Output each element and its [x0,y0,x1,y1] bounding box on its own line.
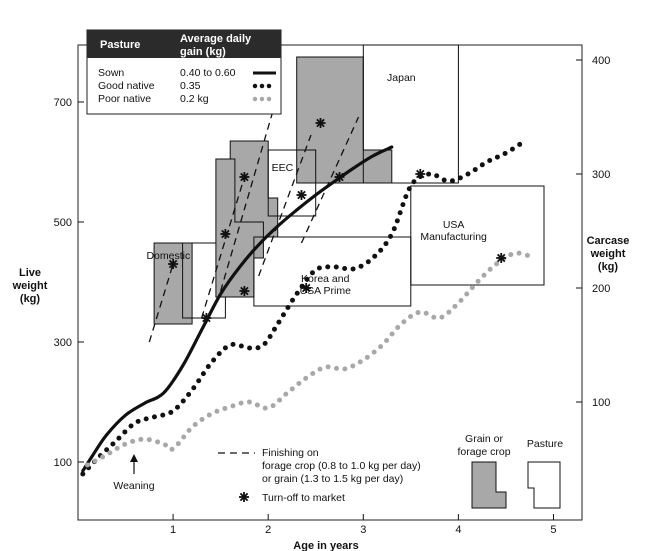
turnoff-markers [168,118,507,323]
y-right-tick-label-400: 400 [592,55,610,67]
y-left-title-line2: weight [12,280,48,292]
market-box-1 [362,44,459,184]
legend-header-bg [87,30,281,58]
x-tick-label-1: 1 [170,524,176,536]
legend: Pasture Average daily gain (kg) Sown 0.4… [86,29,282,115]
y-left-tick-label-500: 500 [54,217,72,229]
finishing-key-line2: forage crop (0.8 to 1.0 kg per day) [262,460,421,472]
legend-row-sown-gain: 0.40 to 0.60 [180,67,236,79]
legend-header-pasture: Pasture [100,39,140,51]
y-right-tick-label-200: 200 [592,283,610,295]
y-right-title-line1: Carcase [587,235,630,247]
legend-row-good-name: Good native [98,80,155,92]
x-axis-title: Age in years [293,540,358,551]
y-right-title-line2: weight [590,248,626,260]
box-label-1: EEC [272,162,294,174]
turnoff-marker-4 [239,286,250,296]
turnoff-key-label: Turn-off to market [262,492,345,504]
y-right-tick-label-300: 300 [592,169,610,181]
finishing-key-line1: Finishing on [262,447,319,459]
finishing-line-0 [148,263,174,343]
x-tick-label-3: 3 [360,524,366,536]
series-group [80,138,537,477]
market-box-6 [215,158,264,298]
y-left-tick-label-700: 700 [54,97,72,109]
legend-header-gain-line1: Average daily [180,33,252,45]
market-box-5 [182,242,226,319]
market-box-0 [296,56,393,184]
grain-key-swatch [471,461,507,509]
weaning-arrow-head [130,454,138,462]
turnoff-marker-3 [239,172,250,182]
x-tick-label-2: 2 [265,524,271,536]
y-left-tick-label-100: 100 [54,457,72,469]
turnoff-marker-10 [496,253,507,263]
finishing-line-2 [220,110,274,292]
market-box-3 [267,149,317,217]
x-tick-label-5: 5 [550,524,556,536]
legend-row-poor-gain: 0.2 kg [180,93,209,105]
y-right-tick-label-100: 100 [592,397,610,409]
y-right-title-line3: (kg) [598,261,619,273]
grain-key-label-line1: Grain or [465,433,503,445]
legend-row-poor-name: Poor native [98,93,151,105]
turnoff-marker-7 [315,118,326,128]
turnoff-key-marker [239,492,249,502]
turnoff-marker-8 [334,172,345,182]
series-good-native [80,138,528,477]
market-box-7 [253,236,412,307]
finishing-lines [148,110,360,343]
finishing-key-line3: or grain (1.3 to 1.5 kg per day) [262,473,403,485]
market-box-8 [410,185,545,286]
weaning-label: Weaning [113,480,154,492]
finishing-line-3 [258,134,312,277]
y-left-title-line1: Live [19,267,41,279]
box-label-2: Domestic [146,250,190,262]
turnoff-marker-9 [415,169,426,179]
plot-frame [77,44,583,521]
axes: 1 2 3 4 5 100 300 500 700 100 200 300 400 [54,55,611,536]
y-left-title-line3: (kg) [20,293,41,305]
weaning-annotation: Weaning [113,454,155,492]
turnoff-marker-2 [220,229,231,239]
turnoff-marker-0 [168,259,179,269]
y-left-tick-label-300: 300 [54,337,72,349]
box-label-3: Korea and USA Prime [300,273,352,297]
series-poor-native [85,250,537,468]
market-boxes: Japan EEC Domestic Korea and USA Prime USA Man… [146,44,545,325]
legend-row-sown-name: Sown [98,67,124,79]
box-label-0: Japan [387,72,416,84]
turnoff-marker-5 [296,190,307,200]
box-label-4: USA Manufacturing [420,219,487,243]
turnoff-marker-6 [301,283,312,293]
legend-header-gain-line2: gain (kg) [180,46,226,58]
bottom-key: Finishing on forage crop (0.8 to 1.0 kg … [218,433,563,509]
legend-row-good-gain: 0.35 [180,80,201,92]
finishing-line-1 [201,176,246,319]
pasture-key-label: Pasture [527,438,563,450]
pasture-key-swatch [527,461,561,509]
turnoff-marker-1 [201,313,212,323]
x-tick-label-4: 4 [455,524,461,536]
grain-key-label-line2: forage crop [457,446,510,458]
